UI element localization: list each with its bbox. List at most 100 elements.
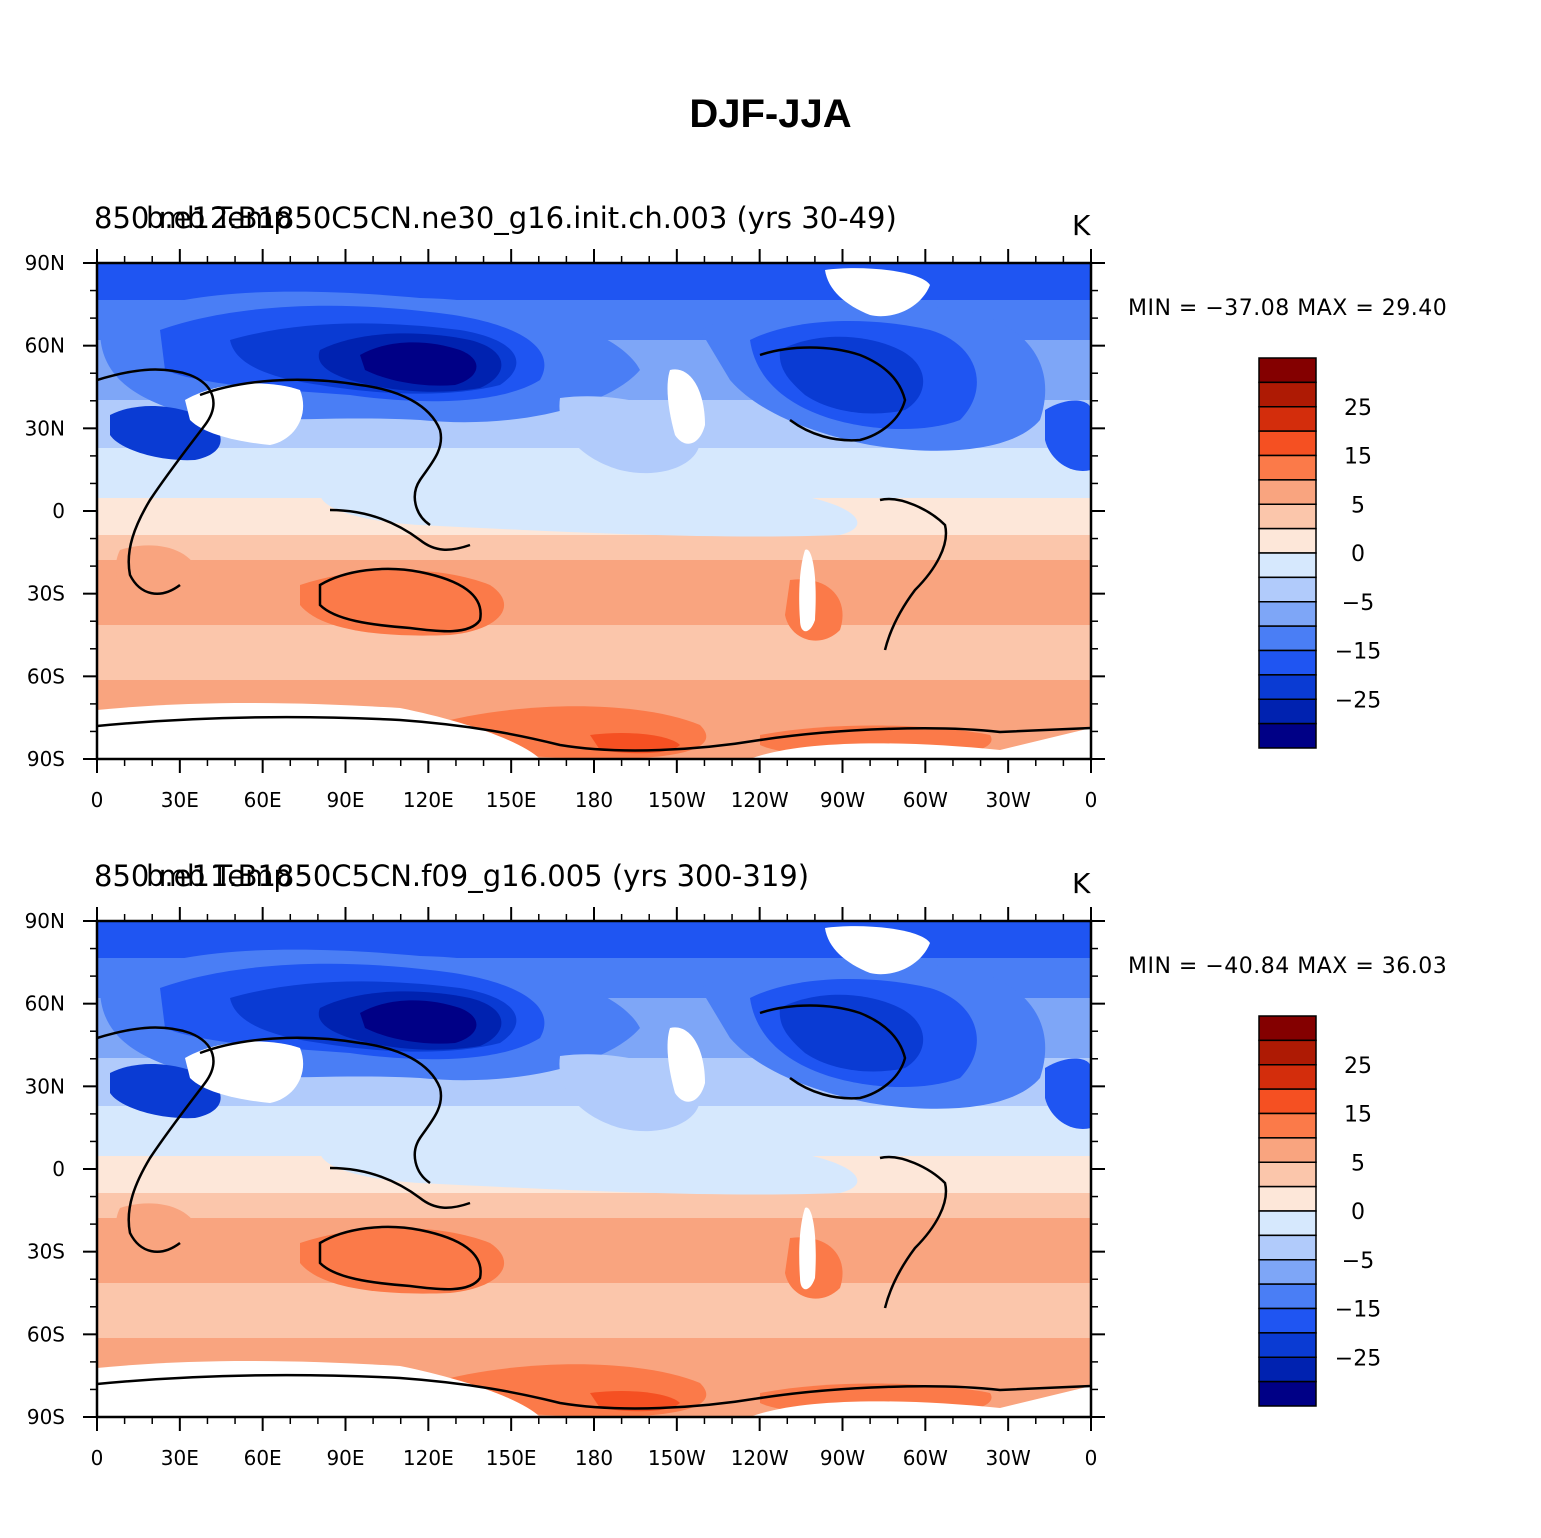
lat-label: 30S (27, 1240, 65, 1264)
rockies-mask (667, 1027, 705, 1102)
npacific-mild (559, 396, 700, 474)
lon-label: 0 (1085, 1446, 1098, 1470)
lat-label: 60N (25, 334, 65, 358)
coastline-0 (97, 1026, 215, 1253)
lat-label: 0 (52, 499, 65, 523)
map-svg: 90N 60N 30N 0 30S 60S 90S 0 30E 60E 90E 120E 150E 180… (25, 249, 1381, 812)
colorbar-label: −25 (1335, 1346, 1381, 1371)
coastline-4 (759, 346, 907, 442)
lon-label: 90E (326, 788, 364, 812)
case-name-label: b.e12.B1850C5CN.ne30_g16.init.ch.003 (yr… (146, 201, 897, 235)
colorbar-box (1258, 1380, 1317, 1407)
antarctica-mask-east (750, 1386, 1091, 1417)
colorbar-label: 0 (1351, 542, 1365, 567)
lat-label: 90S (27, 747, 65, 771)
lon-label: 120W (731, 1446, 789, 1470)
coastline-2 (329, 508, 471, 551)
colorbar-box (1258, 1039, 1317, 1066)
colorbar-box (1258, 1307, 1317, 1334)
colorbar-label: −15 (1335, 1298, 1381, 1323)
lon-label: 180 (575, 788, 613, 812)
namerica-cold-3 (779, 994, 924, 1072)
coastline-1 (199, 378, 443, 527)
colorbar-box (1258, 1112, 1317, 1139)
colorbar-box (1258, 552, 1317, 579)
lat-label: 90N (25, 251, 65, 275)
lat-label: 30S (27, 582, 65, 606)
andes-mask (799, 549, 816, 632)
band-subtropic-south (97, 1218, 1091, 1283)
colorbar-box (1258, 1015, 1317, 1042)
colorbar-box (1258, 1283, 1317, 1310)
colorbar-label: 25 (1344, 1054, 1372, 1079)
colorbar-box (1258, 1185, 1317, 1212)
lon-label: 60E (244, 788, 282, 812)
colorbar-box (1258, 430, 1317, 457)
colorbar-box (1258, 1356, 1317, 1383)
antarctica-mask-west (97, 1361, 540, 1417)
map-svg: 90N 60N 30N 0 30S 60S 90S 0 30E 60E 90E 120E 150E 180… (25, 907, 1381, 1470)
lon-label: 30E (161, 788, 199, 812)
coastline-6 (97, 1373, 1091, 1410)
case-name-label: b.e11.B1850C5CN.f09_g16.005 (yrs 300-319… (146, 859, 810, 893)
safrica-warm (115, 1203, 200, 1265)
lon-label: 90W (820, 788, 865, 812)
lon-label: 90W (820, 1446, 865, 1470)
colorbar-label: 0 (1351, 1200, 1365, 1225)
siberia-core (360, 342, 477, 386)
lon-label: 30E (161, 1446, 199, 1470)
coastline-1 (199, 1036, 443, 1185)
figure-title: DJF-JJA (689, 92, 852, 136)
tibet-mask (185, 1041, 304, 1103)
lon-label: 60E (244, 1446, 282, 1470)
coastline-4 (759, 1004, 907, 1100)
lon-label: 90E (326, 1446, 364, 1470)
variable-label: 850 mb Temp (94, 859, 292, 893)
band-tropic-south (97, 535, 1091, 560)
lon-label: 30W (986, 1446, 1031, 1470)
units-label: K (1072, 209, 1091, 242)
colorbar-box (1258, 698, 1317, 725)
colorbar-label: 15 (1344, 1103, 1372, 1128)
colorbar-box (1258, 674, 1317, 700)
colorbar-label: 5 (1351, 1151, 1365, 1176)
lon-label: 0 (91, 1446, 104, 1470)
greenland-mask (825, 268, 930, 317)
npacific-mild (559, 1054, 700, 1132)
colorbar-box (1258, 357, 1317, 384)
variable-label: 850 mb Temp (94, 201, 292, 235)
colorbar-box (1258, 454, 1317, 481)
colorbar-box (1258, 1234, 1317, 1261)
andes-mask (799, 1207, 816, 1290)
lat-label: 60N (25, 992, 65, 1016)
min-max-label: MIN = −37.08 MAX = 29.40 (1128, 296, 1448, 321)
band-tropic-south (97, 1193, 1091, 1218)
colorbar-box (1258, 576, 1317, 603)
colorbar-box (1258, 1088, 1317, 1115)
colorbar-box (1258, 527, 1317, 554)
lon-label: 30W (986, 788, 1031, 812)
colorbar-label: 15 (1344, 445, 1372, 470)
lat-label: 90N (25, 909, 65, 933)
colorbar-box (1258, 406, 1317, 432)
europe-edge-cold (1045, 400, 1091, 471)
colorbar-label: −5 (1342, 1249, 1374, 1274)
namerica-cold-3 (779, 336, 924, 414)
contour-field (97, 263, 1091, 759)
lon-label: 0 (91, 788, 104, 812)
colorbar-label: 25 (1344, 396, 1372, 421)
tropical-pacific (320, 1133, 858, 1195)
coastline-6 (97, 715, 1091, 752)
antarctica-mask-east (750, 728, 1091, 759)
lat-label: 60S (27, 1322, 65, 1346)
antarctica-hot (590, 733, 680, 754)
coastline-5 (879, 497, 948, 651)
lat-label: 30N (25, 1074, 65, 1098)
greenland-mask (825, 926, 930, 975)
lon-label: 150W (648, 1446, 706, 1470)
lat-label: 0 (52, 1157, 65, 1181)
colorbar-box (1258, 1259, 1317, 1285)
lon-label: 60W (903, 788, 948, 812)
colorbar-label: −5 (1342, 591, 1374, 616)
lon-label: 60W (903, 1446, 948, 1470)
